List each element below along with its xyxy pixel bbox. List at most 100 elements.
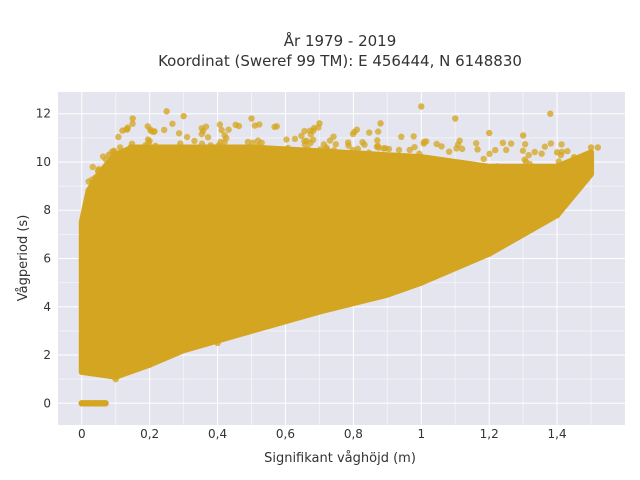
data-point <box>570 153 578 161</box>
data-point <box>507 140 515 147</box>
data-point <box>499 139 507 147</box>
data-point <box>150 128 157 135</box>
data-point <box>486 150 493 158</box>
data-point <box>218 126 225 134</box>
data-point <box>198 130 205 138</box>
y-tick-label: 12 <box>36 107 51 121</box>
data-point <box>94 167 102 175</box>
data-point <box>85 178 92 185</box>
data-point <box>433 140 440 148</box>
data-point <box>144 123 151 130</box>
data-point <box>378 152 385 159</box>
data-point <box>411 143 418 151</box>
data-point <box>254 137 262 144</box>
data-point <box>521 140 529 148</box>
data-point <box>169 120 176 127</box>
data-point <box>350 298 357 306</box>
data-point <box>177 140 184 147</box>
chart-title-line2: Koordinat (Sweref 99 TM): E 456444, N 61… <box>158 52 522 70</box>
data-points <box>78 103 602 407</box>
data-point <box>160 126 168 134</box>
data-point <box>332 141 340 148</box>
data-point <box>474 146 481 153</box>
data-point <box>494 163 501 170</box>
data-point <box>354 145 362 153</box>
data-point <box>244 138 252 146</box>
data-point <box>528 165 535 172</box>
data-point <box>366 129 373 136</box>
data-point <box>302 149 309 157</box>
data-point <box>112 375 119 383</box>
data-point <box>445 148 453 155</box>
data-point <box>323 144 330 151</box>
data-point <box>547 140 555 147</box>
data-point <box>410 133 417 140</box>
data-point <box>298 132 305 139</box>
data-point <box>395 146 403 154</box>
x-tick-label: 0,6 <box>276 427 295 441</box>
data-point <box>420 138 428 146</box>
y-axis-ticks: 0 2 4 6 8 10 12 <box>36 107 51 411</box>
data-point <box>102 400 109 407</box>
data-point <box>374 137 381 144</box>
data-point <box>248 148 255 155</box>
data-point <box>204 134 212 141</box>
data-point <box>221 138 228 146</box>
x-axis-ticks: 0 0,2 0,4 0,6 0,8 1 1,2 1,4 <box>78 427 567 441</box>
data-point <box>78 257 85 265</box>
data-point <box>306 127 314 134</box>
data-point <box>418 153 426 161</box>
data-point <box>351 153 358 160</box>
data-point <box>311 152 318 159</box>
x-tick-label: 0,4 <box>208 427 227 441</box>
data-point <box>349 146 357 154</box>
chart-title-line1: År 1979 - 2019 <box>284 31 397 50</box>
data-point <box>283 136 290 143</box>
data-point <box>102 156 110 163</box>
data-point <box>418 103 425 110</box>
data-point <box>85 187 92 195</box>
data-point <box>558 148 566 156</box>
data-point <box>538 150 545 157</box>
x-tick-label: 1,4 <box>548 427 567 441</box>
data-point <box>503 146 510 154</box>
y-tick-label: 8 <box>43 203 51 217</box>
data-point <box>301 141 309 148</box>
data-point <box>330 133 337 140</box>
data-point <box>409 153 417 161</box>
data-point <box>315 124 322 131</box>
data-point <box>115 133 122 141</box>
data-point <box>504 167 511 174</box>
data-point <box>145 139 152 147</box>
data-point <box>291 135 299 143</box>
data-point <box>541 143 549 150</box>
data-point <box>198 140 206 147</box>
data-point <box>284 144 292 152</box>
data-point <box>146 361 153 368</box>
data-point <box>555 158 562 165</box>
data-point <box>327 150 334 158</box>
y-axis-label: Vågperiod (s) <box>16 215 31 302</box>
data-point <box>451 159 458 167</box>
data-point <box>123 126 130 133</box>
data-point <box>309 136 317 144</box>
data-point <box>167 149 175 156</box>
data-point <box>353 126 361 133</box>
data-point <box>406 146 413 154</box>
data-point <box>519 132 527 139</box>
data-point <box>359 139 366 146</box>
y-tick-label: 10 <box>36 155 51 169</box>
data-point <box>232 121 239 129</box>
data-point <box>452 115 459 122</box>
data-point <box>128 145 135 152</box>
data-point <box>221 132 228 139</box>
data-point <box>374 142 381 150</box>
data-point <box>438 143 445 150</box>
data-point <box>480 155 487 163</box>
data-point <box>175 130 183 137</box>
data-point <box>277 149 284 157</box>
data-point <box>388 155 395 162</box>
data-point <box>558 141 565 148</box>
y-tick-label: 2 <box>43 348 51 362</box>
data-point <box>110 148 117 155</box>
